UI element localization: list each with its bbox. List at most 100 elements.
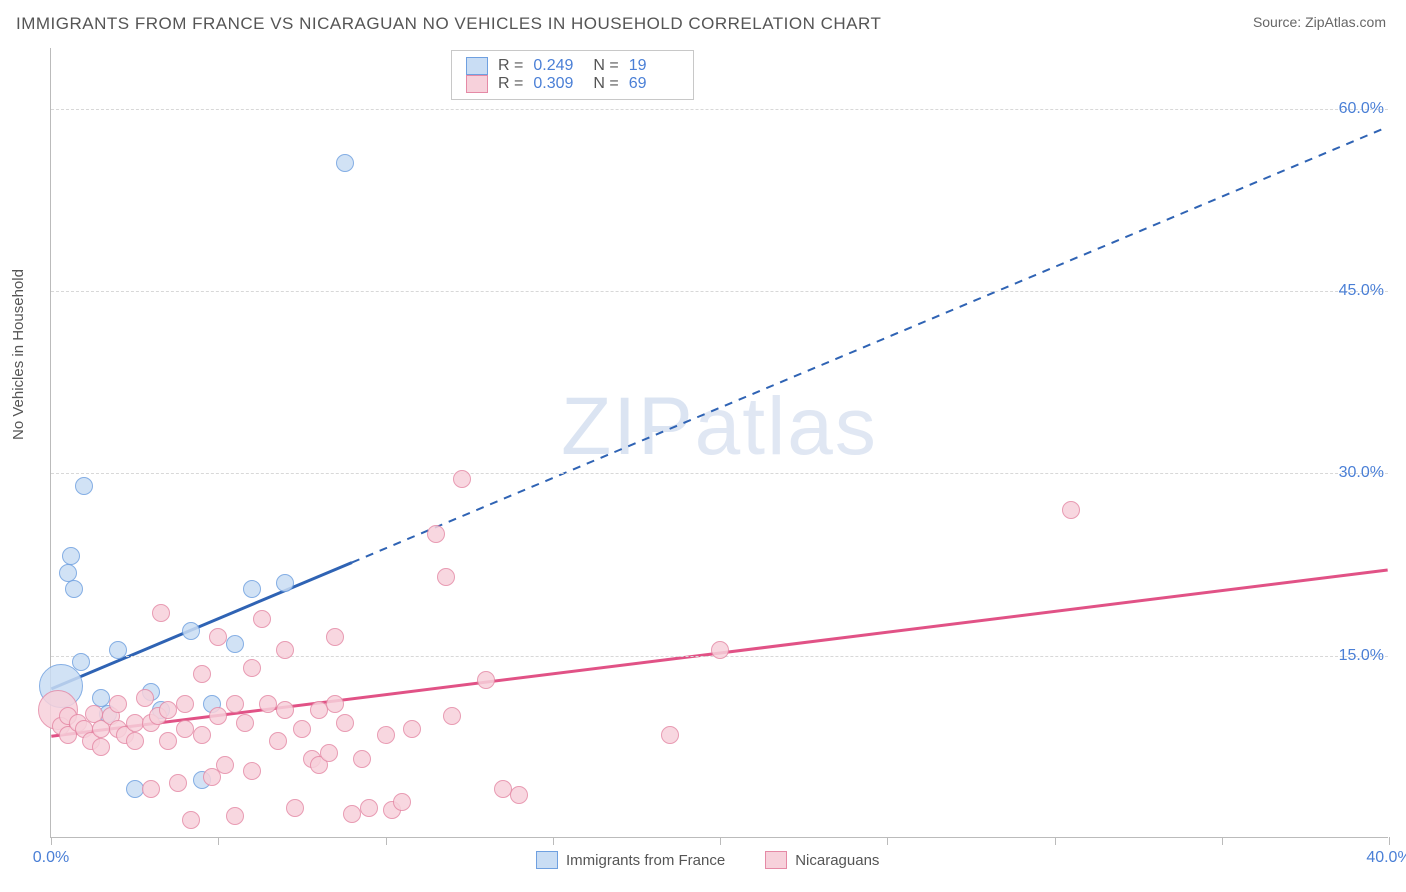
x-tick-label: 40.0% — [1366, 849, 1406, 867]
y-tick-label: 15.0% — [1339, 647, 1390, 665]
france-point — [75, 477, 93, 495]
nicaragua-point — [477, 671, 495, 689]
nicaragua-point — [1062, 501, 1080, 519]
france-point — [72, 653, 90, 671]
stats-row: R =0.249N =19 — [466, 57, 679, 75]
nicaragua-point — [193, 665, 211, 683]
plot-area: ZIPatlas R =0.249N =19R =0.309N =69 Immi… — [50, 48, 1388, 838]
nicaragua-point — [276, 701, 294, 719]
nicaragua-point — [403, 720, 421, 738]
france-point — [226, 635, 244, 653]
swatch-icon — [765, 851, 787, 869]
nicaragua-point — [92, 738, 110, 756]
r-value: 0.309 — [533, 75, 583, 93]
nicaragua-point — [159, 732, 177, 750]
swatch-icon — [466, 57, 488, 75]
nicaragua-point — [343, 805, 361, 823]
nicaragua-point — [276, 641, 294, 659]
france-point — [62, 547, 80, 565]
gridline-h — [51, 109, 1388, 110]
nicaragua-point — [169, 774, 187, 792]
nicaragua-point — [453, 470, 471, 488]
n-value: 19 — [629, 57, 679, 75]
gridline-h — [51, 291, 1388, 292]
nicaragua-point — [711, 641, 729, 659]
france-trend-dashed — [352, 127, 1388, 563]
nicaragua-point — [126, 714, 144, 732]
nicaragua-point — [209, 628, 227, 646]
france-point — [65, 580, 83, 598]
y-tick-label: 30.0% — [1339, 464, 1390, 482]
nicaragua-point — [336, 714, 354, 732]
nicaragua-point — [109, 695, 127, 713]
nicaragua-point — [182, 811, 200, 829]
y-axis-label: No Vehicles in Household — [10, 269, 27, 440]
nicaragua-point — [326, 628, 344, 646]
nicaragua-point — [209, 707, 227, 725]
nicaragua-point — [494, 780, 512, 798]
nicaragua-point — [136, 689, 154, 707]
nicaragua-point — [159, 701, 177, 719]
france-point — [243, 580, 261, 598]
nicaragua-point — [216, 756, 234, 774]
nicaragua-point — [353, 750, 371, 768]
nicaragua-point — [152, 604, 170, 622]
n-value: 69 — [629, 75, 679, 93]
france-point — [109, 641, 127, 659]
x-tick — [553, 837, 554, 845]
x-tick — [51, 837, 52, 845]
n-label: N = — [593, 57, 618, 75]
x-tick — [218, 837, 219, 845]
nicaragua-point — [661, 726, 679, 744]
stats-row: R = 0.309 N = 69 — [466, 75, 679, 93]
legend-item-france: Immigrants from France — [536, 851, 725, 869]
nicaragua-point — [437, 568, 455, 586]
nicaragua-point — [286, 799, 304, 817]
nicaragua-point — [259, 695, 277, 713]
france-point — [182, 622, 200, 640]
r-label: R = — [498, 75, 523, 93]
legend: Immigrants from France Nicaraguans — [536, 851, 879, 869]
y-tick-label: 60.0% — [1339, 100, 1390, 118]
x-tick — [1389, 837, 1390, 845]
chart-title: IMMIGRANTS FROM FRANCE VS NICARAGUAN NO … — [16, 14, 881, 34]
nicaragua-point — [377, 726, 395, 744]
nicaragua-point — [226, 807, 244, 825]
nicaragua-point — [126, 732, 144, 750]
n-label: N = — [593, 75, 618, 93]
nicaragua-point — [320, 744, 338, 762]
x-tick-label: 0.0% — [33, 849, 69, 867]
r-label: R = — [498, 57, 523, 75]
x-tick — [887, 837, 888, 845]
nicaragua-point — [326, 695, 344, 713]
france-point — [276, 574, 294, 592]
source-link[interactable]: ZipAtlas.com — [1305, 14, 1386, 30]
nicaragua-point — [253, 610, 271, 628]
nicaragua-point — [226, 695, 244, 713]
nicaragua-point — [360, 799, 378, 817]
nicaragua-point — [142, 780, 160, 798]
nicaragua-point — [293, 720, 311, 738]
nicaragua-point — [236, 714, 254, 732]
nicaragua-point — [243, 659, 261, 677]
nicaragua-point — [243, 762, 261, 780]
x-tick — [1055, 837, 1056, 845]
nicaragua-point — [176, 695, 194, 713]
x-tick — [1222, 837, 1223, 845]
x-tick — [720, 837, 721, 845]
nicaragua-point — [176, 720, 194, 738]
nicaragua-point — [510, 786, 528, 804]
nicaragua-point — [443, 707, 461, 725]
legend-item-nicaragua: Nicaraguans — [765, 851, 879, 869]
nicaragua-point — [269, 732, 287, 750]
nicaragua-point — [193, 726, 211, 744]
gridline-h — [51, 473, 1388, 474]
nicaragua-point — [427, 525, 445, 543]
swatch-icon — [466, 75, 488, 93]
legend-label: Nicaraguans — [795, 852, 879, 869]
nicaragua-point — [310, 701, 328, 719]
source-prefix: Source: — [1253, 14, 1305, 30]
swatch-icon — [536, 851, 558, 869]
legend-label: Immigrants from France — [566, 852, 725, 869]
france-point — [126, 780, 144, 798]
